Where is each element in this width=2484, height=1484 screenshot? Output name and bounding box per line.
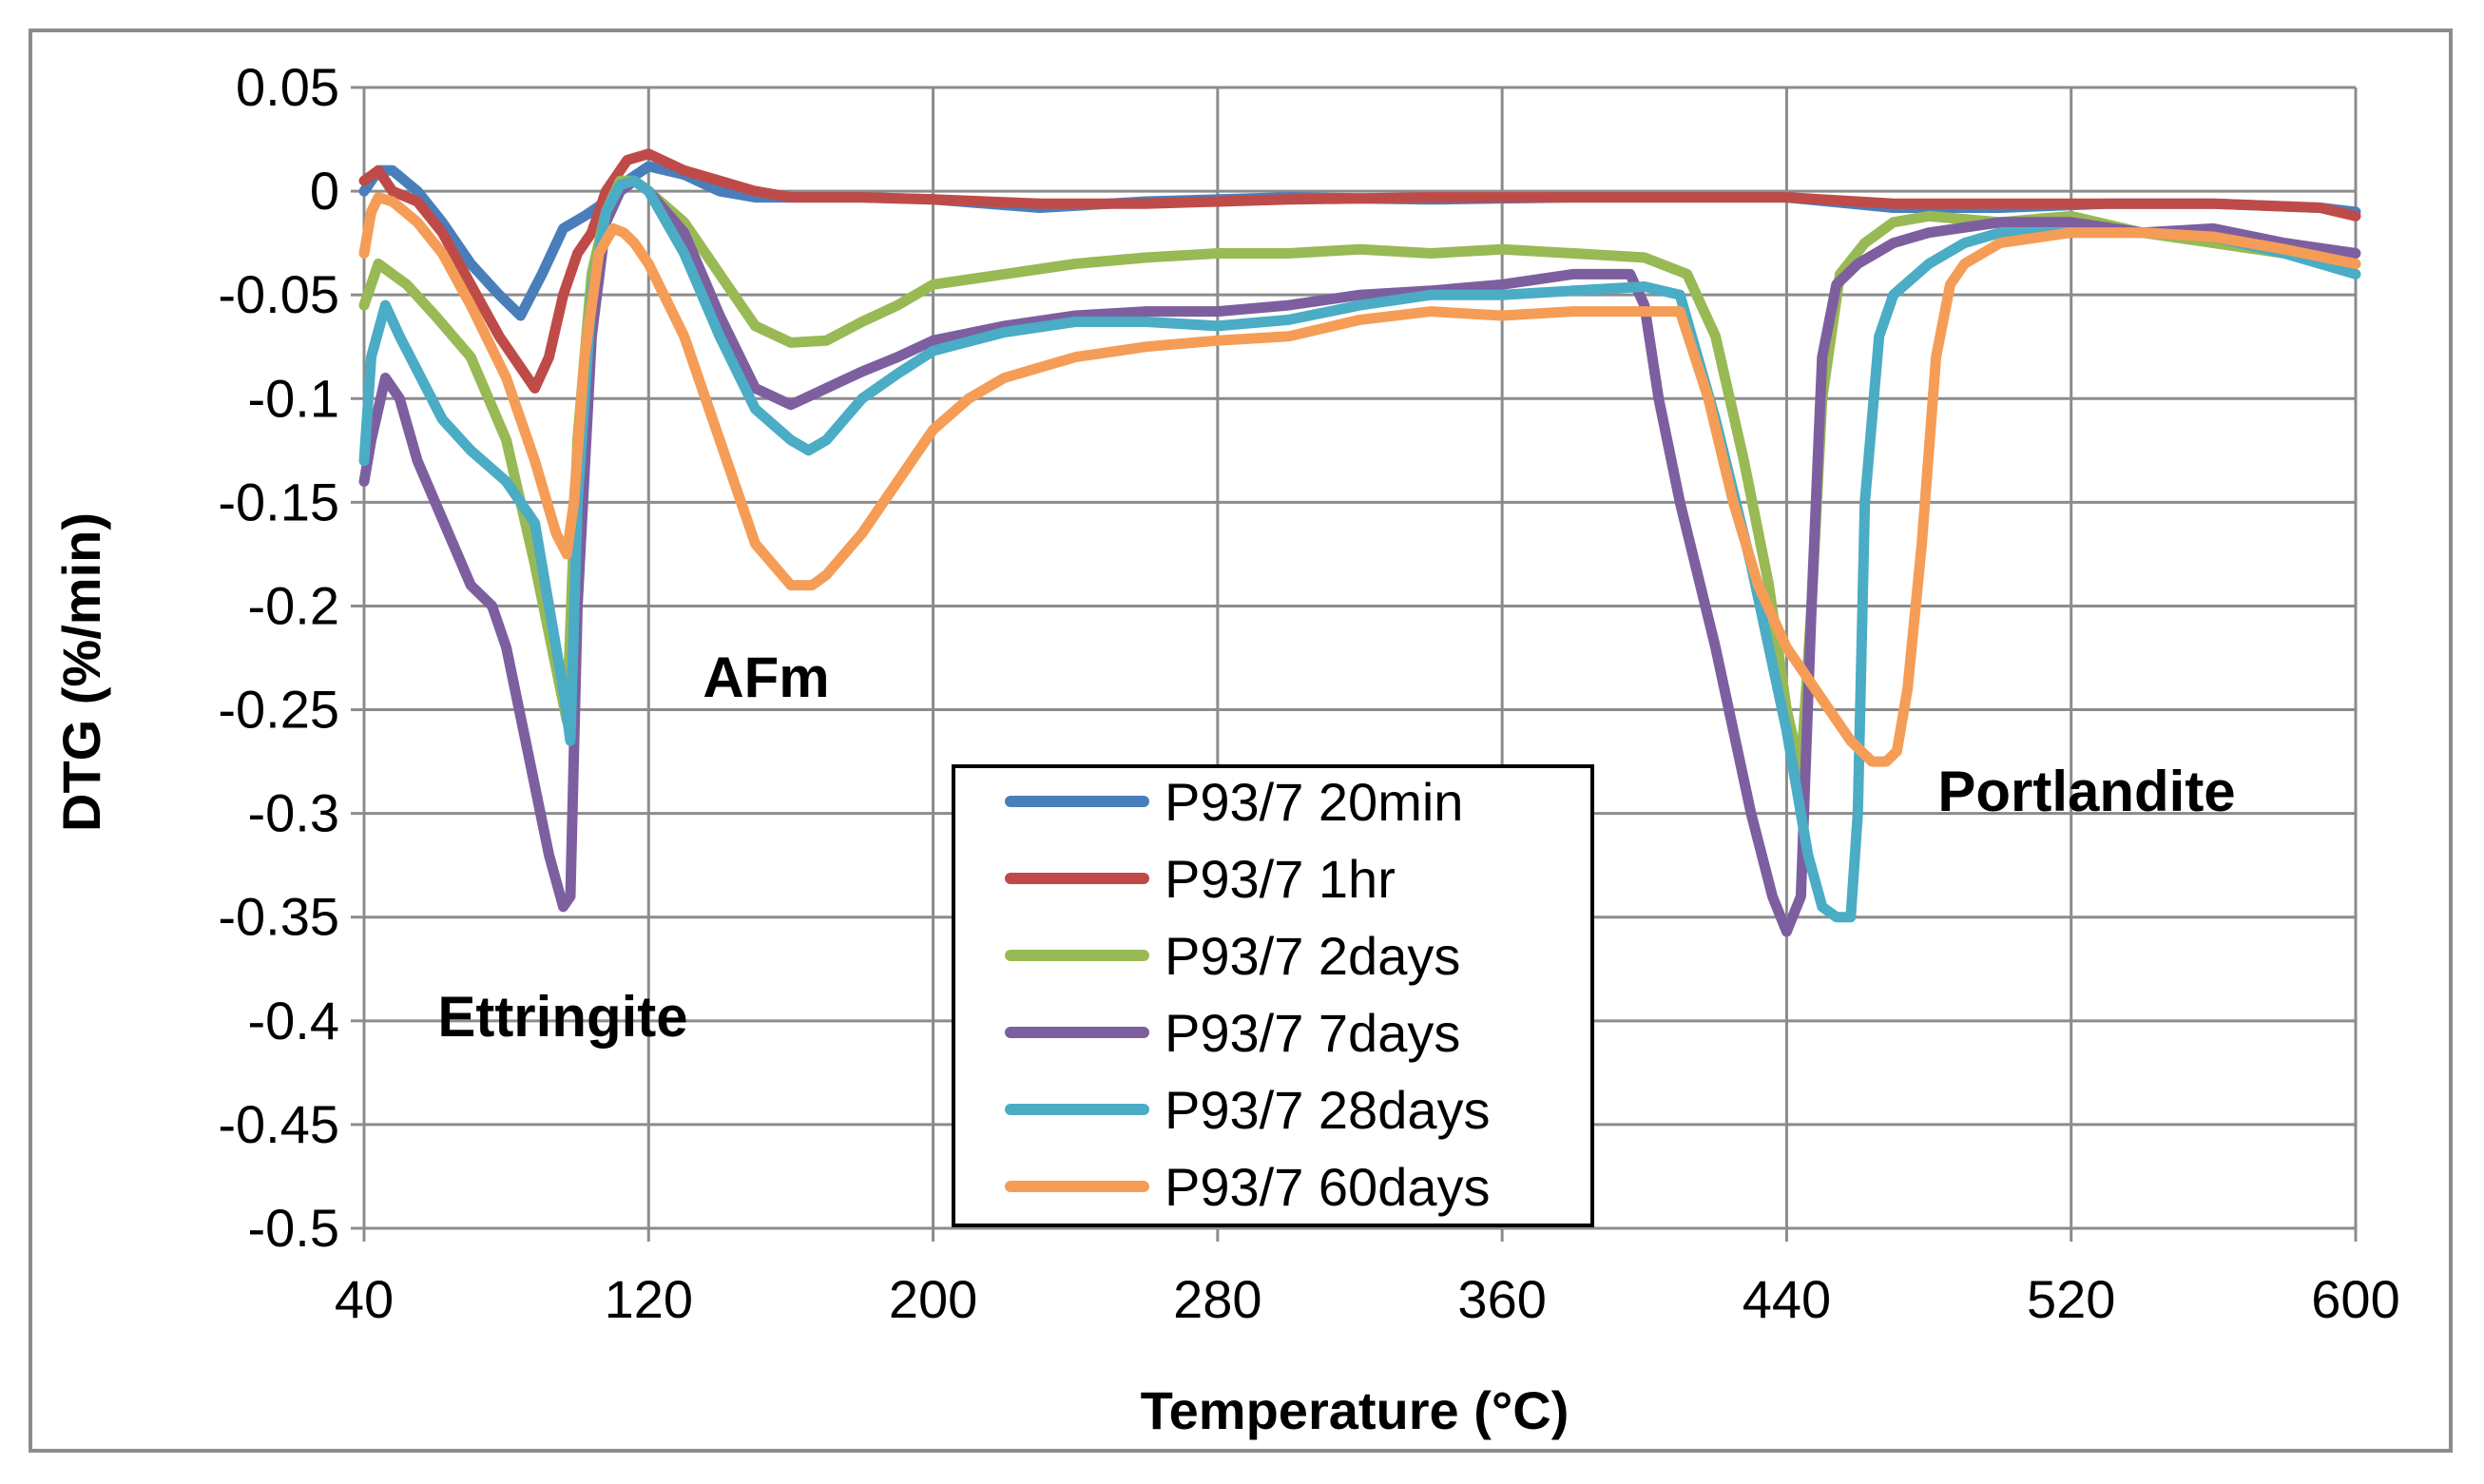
x-tick-label: 520 (2027, 1269, 2115, 1329)
legend-label-3: P93/7 2days (1165, 926, 1460, 986)
x-tick-label: 280 (1173, 1269, 1261, 1329)
x-tick-label: 40 (335, 1269, 394, 1329)
y-tick-label: -0.15 (218, 472, 339, 531)
y-tick-label: -0.2 (248, 575, 340, 635)
y-tick-label: 0.05 (236, 57, 339, 117)
x-tick-label: 120 (605, 1269, 693, 1329)
series-line-4 (358, 175, 2361, 937)
y-tick-label: -0.3 (248, 783, 340, 843)
series-lines (358, 148, 2361, 937)
y-tick-label: -0.25 (218, 680, 339, 740)
x-tick-label: 600 (2311, 1269, 2399, 1329)
annotation-ettringite: Ettringite (437, 985, 687, 1049)
y-tick-label: -0.5 (248, 1198, 340, 1258)
y-tick-label: -0.4 (248, 991, 340, 1050)
x-tick-label: 200 (889, 1269, 977, 1329)
y-tick-label: -0.45 (218, 1094, 339, 1154)
y-tick-label: -0.05 (218, 264, 339, 324)
legend: P93/7 20min P93/7 1hr P93/7 2days P93/7 7da… (952, 764, 1594, 1227)
y-tick-label: 0 (310, 161, 339, 221)
series-line-5 (358, 175, 2361, 923)
legend-box (952, 764, 1594, 1227)
y-tick-label: -0.35 (218, 887, 339, 947)
x-axis-title: Temperature (°C) (1141, 1380, 1569, 1440)
annotation-afm: AFm (703, 646, 829, 709)
series-line-2 (358, 148, 2361, 394)
x-tick-label: 360 (1457, 1269, 1546, 1329)
tick-labels: 0.05 0 -0.05 -0.1 -0.15 -0.2 -0.25 -0.3 -0.35 -0.… (218, 57, 2399, 1329)
legend-label-5: P93/7 28days (1165, 1080, 1490, 1140)
legend-label-4: P93/7 7days (1165, 1003, 1460, 1063)
legend-label-6: P93/7 60days (1165, 1157, 1490, 1217)
annotation-portlandite: Portlandite (1937, 760, 2235, 823)
legend-label-2: P93/7 1hr (1165, 849, 1396, 909)
y-tick-label: -0.1 (248, 368, 340, 428)
x-tick-label: 440 (1743, 1269, 1831, 1329)
y-axis-title: DTG (%/min) (51, 512, 111, 832)
series-line-3 (358, 175, 2361, 778)
series-line-6 (358, 192, 2361, 767)
legend-label-1: P93/7 20min (1165, 772, 1463, 832)
